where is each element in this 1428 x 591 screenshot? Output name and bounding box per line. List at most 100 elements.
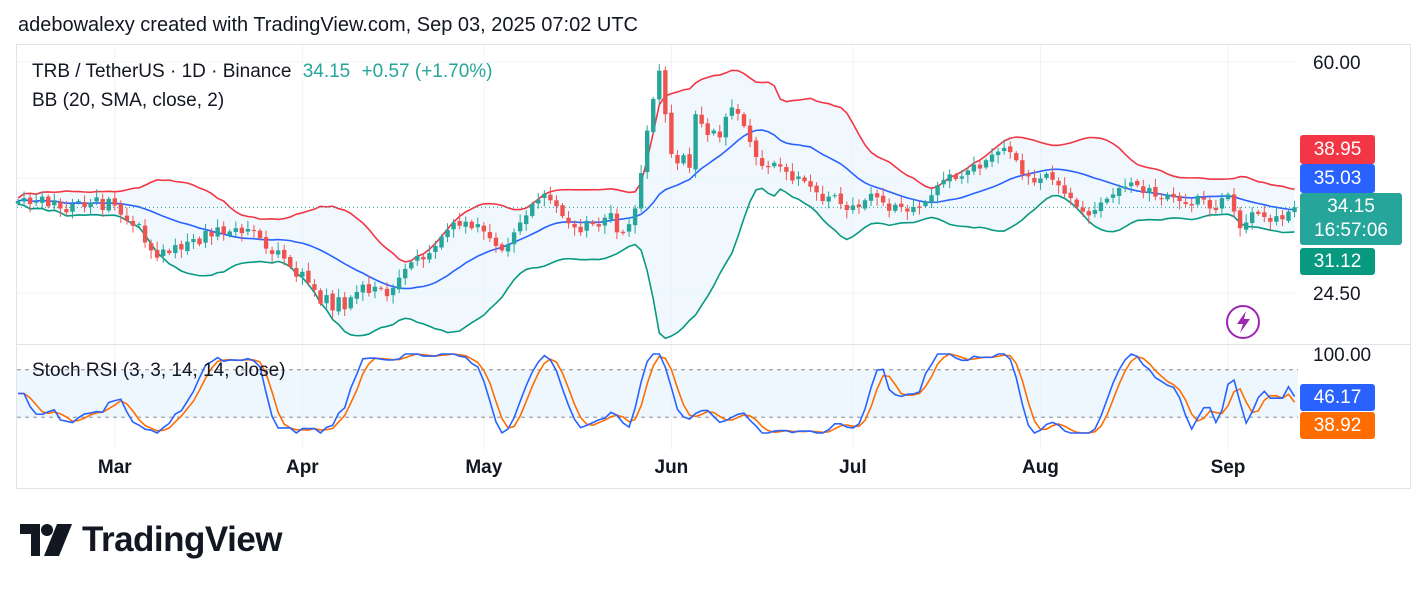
candle-down: [306, 270, 311, 283]
bollinger-lower-band: [17, 187, 1295, 340]
stoch-d-value: 38.92: [1313, 415, 1362, 436]
candle-down: [1032, 177, 1037, 183]
candle-up: [324, 295, 329, 304]
candle-up: [1116, 188, 1122, 197]
last-price-tag-value: 34.15: [1327, 196, 1375, 217]
candle-down: [856, 204, 862, 207]
candle-up: [983, 160, 989, 168]
candle-down: [741, 114, 747, 127]
candle-down: [1183, 202, 1188, 204]
candle-down: [179, 244, 184, 250]
tradingview-wordmark: TradingView: [82, 520, 283, 559]
candle-up: [868, 193, 874, 201]
candle-up: [1092, 210, 1098, 214]
basis-value: 35.03: [1313, 168, 1362, 189]
candle-up: [995, 151, 1001, 156]
candle-up: [433, 245, 438, 253]
candle-down: [820, 193, 825, 202]
candle-down: [318, 290, 323, 304]
time-axis-label: Aug: [1022, 457, 1059, 478]
candle-down: [251, 230, 257, 232]
candle-down: [874, 193, 880, 198]
chart-frame: [16, 44, 1411, 489]
candle-up: [1104, 198, 1110, 203]
candle-up: [15, 201, 21, 204]
symbol-legend: TRB / TetherUS · 1D · Binance 34.15 +0.5…: [32, 61, 493, 83]
candle-up: [645, 130, 650, 173]
tradingview-logo[interactable]: TradingView: [20, 520, 283, 560]
candle-up: [348, 297, 353, 309]
candle-up: [21, 198, 27, 202]
candle-down: [1171, 193, 1176, 198]
candle-up: [850, 205, 856, 211]
candle-up: [88, 202, 93, 207]
candle-up: [354, 291, 359, 299]
candle-down: [675, 155, 680, 164]
candle-down: [899, 203, 904, 207]
candle-down: [499, 244, 505, 251]
candle-down: [838, 193, 843, 204]
price-change: +0.57 (+1.70%): [361, 61, 493, 82]
candle-up: [524, 215, 529, 225]
candle-up: [1225, 194, 1231, 200]
candle-down: [58, 201, 63, 209]
candle-up: [203, 230, 208, 243]
candle-down: [209, 231, 214, 237]
candle-up: [959, 176, 964, 179]
symbol-name[interactable]: TRB / TetherUS · 1D · Binance: [32, 61, 292, 82]
candle-up: [723, 116, 729, 138]
candle-down: [1062, 185, 1067, 194]
candle-down: [1014, 153, 1019, 161]
candle-up: [832, 195, 837, 197]
candle-up: [1195, 195, 1200, 205]
candle-up: [608, 213, 614, 220]
candle-up: [1110, 194, 1116, 198]
candle-down: [1280, 215, 1285, 220]
candle-down: [384, 288, 390, 297]
stoch-rsi-legend[interactable]: Stoch RSI (3, 3, 14, 14, close): [32, 360, 285, 382]
candle-down: [1141, 186, 1146, 194]
candle-up: [33, 201, 39, 203]
candle-down: [64, 209, 69, 213]
candle-down: [1207, 200, 1213, 209]
candle-up: [227, 231, 232, 236]
candle-up: [1286, 211, 1291, 221]
bollinger-upper-band: [17, 69, 1295, 263]
candle-down: [82, 202, 87, 207]
candle-up: [929, 195, 934, 203]
stoch-rsi-legend-label: Stoch RSI (3, 3, 14, 14, close): [32, 360, 286, 381]
candle-up: [862, 200, 868, 209]
candle-down: [1189, 203, 1194, 206]
bollinger-band-fill: [18, 70, 1295, 339]
candle-up: [445, 229, 450, 238]
candle-up: [971, 164, 977, 172]
candle-up: [505, 244, 511, 252]
candle-down: [221, 226, 226, 234]
candle-down: [808, 181, 813, 187]
candle-down: [572, 223, 577, 228]
bb-legend[interactable]: BB (20, SMA, close, 2): [32, 90, 224, 112]
candle-up: [463, 221, 468, 227]
candle-down: [784, 167, 789, 172]
candle-down: [790, 171, 795, 181]
candle-down: [735, 109, 741, 114]
upper-band-tag: 38.95: [1300, 135, 1375, 164]
candle-down: [100, 198, 105, 211]
candle-up: [245, 229, 251, 232]
candle-down: [487, 231, 493, 239]
candle-down: [112, 198, 117, 206]
candle-down: [1237, 210, 1243, 229]
candle-down: [1201, 197, 1206, 200]
candle-up: [542, 193, 547, 198]
stoch-rsi-k-line: [18, 353, 1296, 435]
candle-down: [1074, 199, 1079, 207]
candle-up: [94, 197, 99, 202]
lower-band-tag: 31.12: [1300, 248, 1375, 275]
candle-down: [457, 220, 462, 226]
candle-up: [300, 271, 305, 277]
candle-up: [729, 107, 735, 116]
candle-down: [197, 238, 202, 245]
candle-down: [1268, 218, 1273, 222]
candle-down: [1050, 172, 1055, 180]
